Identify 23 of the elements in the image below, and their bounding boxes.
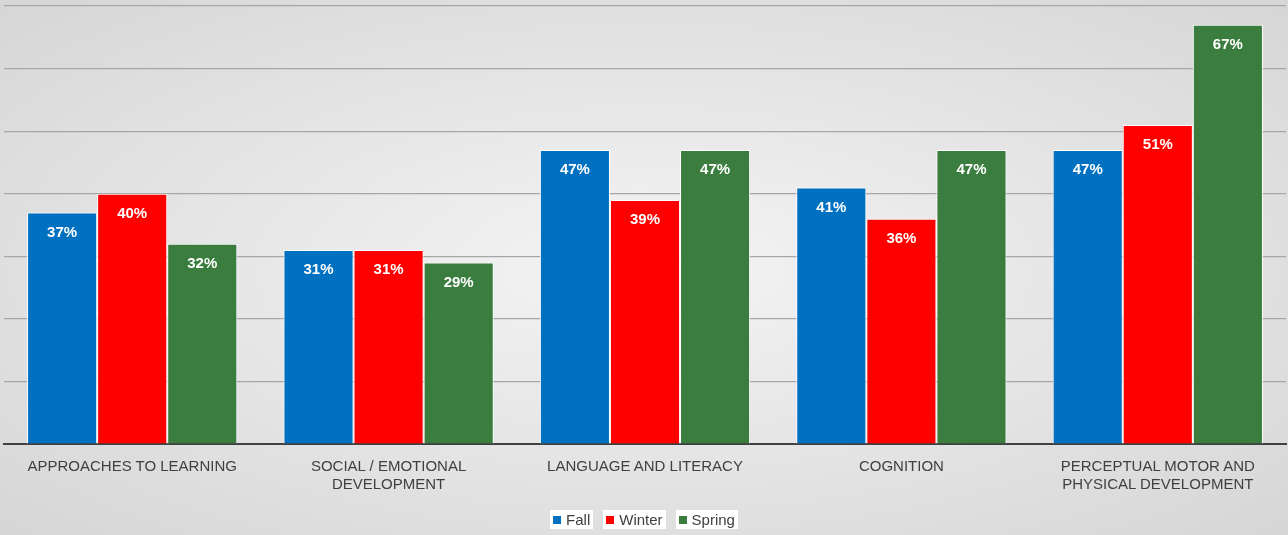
x-tick-label: COGNITION [858,457,944,475]
data-label: 32% [187,253,218,271]
x-tick-label: APPROACHES TO LEARNING [27,457,237,475]
data-label: 47% [559,160,590,178]
data-label: 36% [886,228,917,246]
data-label: 39% [629,210,661,228]
data-label: 37% [47,222,78,240]
legend-label: Fall [566,511,591,528]
data-label: 41% [816,197,847,215]
x-tick-label: PERCEPTUAL MOTOR AND PHYSICAL DEVELOPMENT [1060,457,1256,493]
data-label: 47% [1072,160,1103,178]
data-label: 67% [1212,34,1243,52]
legend-label: Winter [619,511,663,528]
data-label: 51% [1142,135,1173,153]
x-tick-label: SOCIAL / EMOTIONAL DEVELOPMENT [310,457,467,493]
data-label: 29% [443,272,474,290]
data-label: 31% [303,260,334,278]
data-label: 47% [956,160,987,178]
x-tick-label: LANGUAGE AND LITERACY [547,457,743,475]
data-label: 31% [373,260,404,278]
data-label: 40% [117,203,148,221]
data-label: 47% [700,160,731,178]
legend-label: Spring [691,511,735,528]
